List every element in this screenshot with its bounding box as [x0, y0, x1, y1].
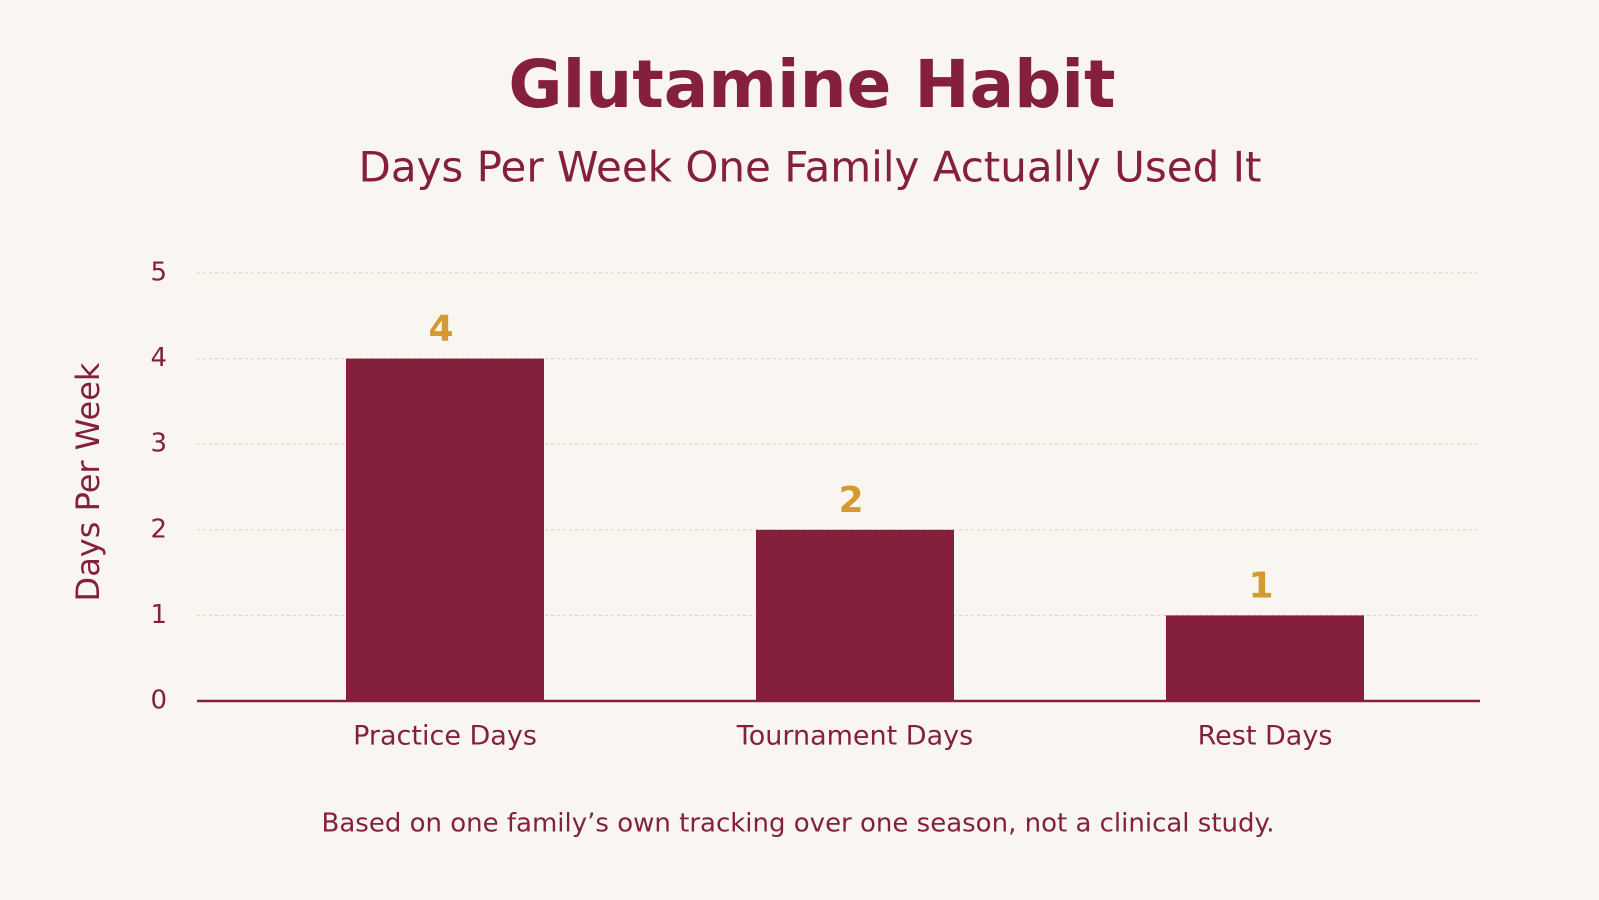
- y-tick-label: 4: [150, 343, 167, 373]
- value-label: 1: [1248, 565, 1273, 606]
- y-tick-label: 3: [150, 429, 167, 459]
- y-axis-label: Days Per Week: [69, 362, 107, 601]
- value-label: 4: [428, 309, 453, 350]
- footnote: Based on one family’s own tracking over …: [322, 809, 1275, 839]
- y-tick-label: 5: [150, 258, 167, 288]
- x-tick-label: Tournament Days: [736, 721, 973, 752]
- value-label: 2: [838, 480, 863, 521]
- bar: [1166, 615, 1364, 701]
- y-tick-label: 0: [150, 686, 167, 716]
- x-tick-label: Practice Days: [353, 721, 537, 752]
- chart-subtitle: Days Per Week One Family Actually Used I…: [358, 143, 1261, 192]
- x-tick-label: Rest Days: [1198, 721, 1333, 752]
- y-tick-label: 1: [150, 600, 167, 630]
- y-tick-label: 2: [150, 514, 167, 544]
- bar: [756, 529, 954, 701]
- bar: [346, 358, 544, 701]
- chart-title: Glutamine Habit: [508, 46, 1115, 123]
